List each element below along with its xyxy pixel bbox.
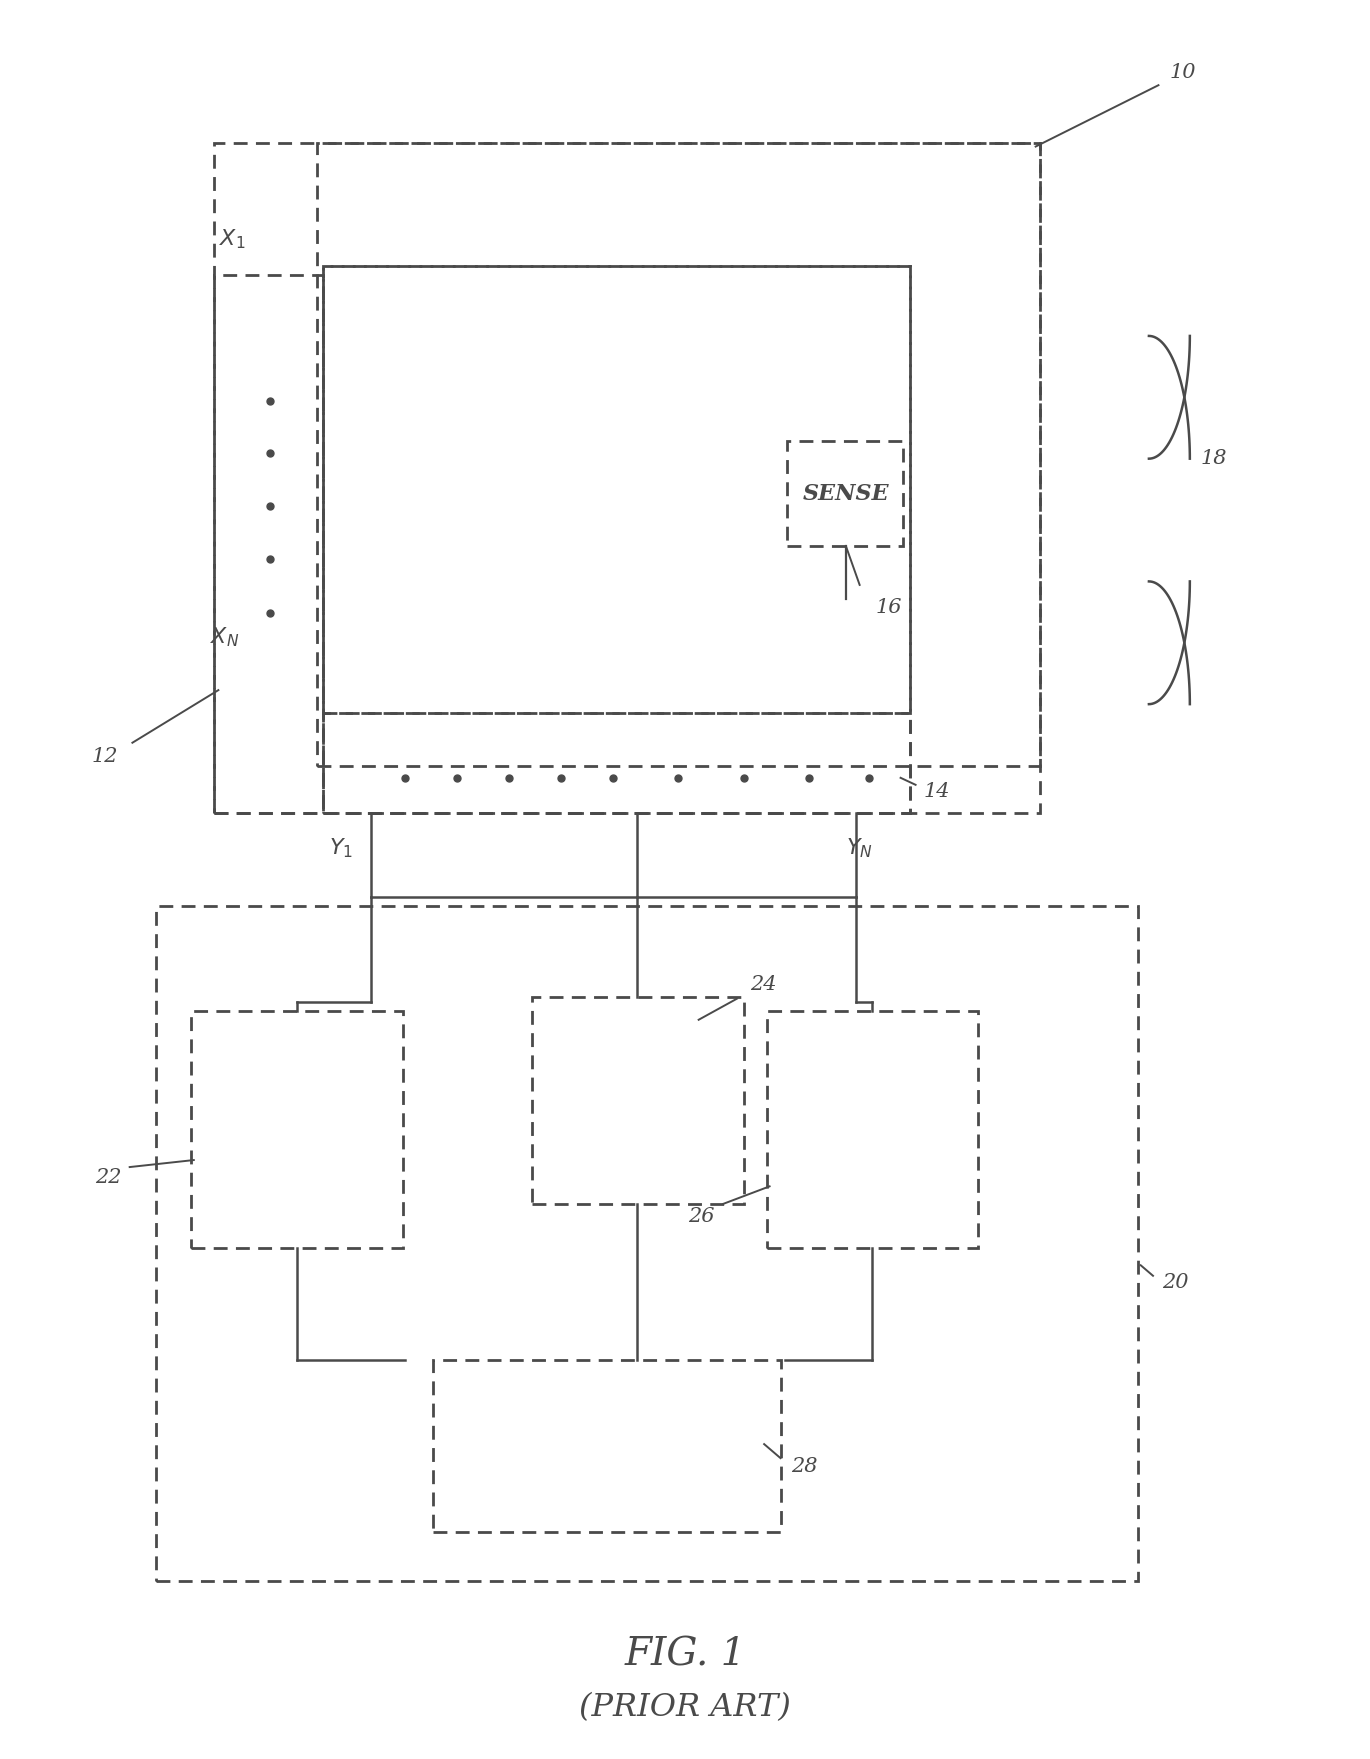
Text: $X_1$: $X_1$ bbox=[219, 227, 245, 252]
Bar bbox=[767, 1011, 978, 1247]
Text: $Y_N$: $Y_N$ bbox=[847, 836, 873, 860]
Text: FIG. 1: FIG. 1 bbox=[625, 1636, 745, 1673]
Text: 16: 16 bbox=[875, 598, 903, 617]
Text: (PRIOR ART): (PRIOR ART) bbox=[580, 1692, 790, 1722]
Bar bbox=[433, 1360, 781, 1532]
Text: $X_N$: $X_N$ bbox=[211, 626, 240, 649]
Bar bbox=[323, 712, 910, 813]
Bar bbox=[156, 906, 1138, 1581]
Text: 10: 10 bbox=[1170, 63, 1196, 83]
Bar bbox=[323, 266, 910, 813]
Text: 28: 28 bbox=[792, 1458, 818, 1476]
Text: 14: 14 bbox=[923, 783, 951, 802]
Text: 12: 12 bbox=[92, 748, 118, 767]
Bar bbox=[214, 142, 1040, 813]
Text: 26: 26 bbox=[688, 1207, 714, 1226]
Bar bbox=[323, 266, 910, 712]
Text: 22: 22 bbox=[96, 1168, 122, 1187]
Text: $Y_1$: $Y_1$ bbox=[329, 836, 353, 860]
Text: 24: 24 bbox=[751, 974, 777, 994]
Text: SENSE: SENSE bbox=[803, 482, 889, 505]
Bar bbox=[190, 1011, 403, 1247]
Text: 20: 20 bbox=[1163, 1274, 1189, 1293]
Bar bbox=[214, 274, 323, 813]
Bar bbox=[316, 142, 1040, 765]
Text: 18: 18 bbox=[1200, 449, 1228, 468]
Bar bbox=[788, 442, 903, 547]
Bar bbox=[532, 997, 744, 1203]
